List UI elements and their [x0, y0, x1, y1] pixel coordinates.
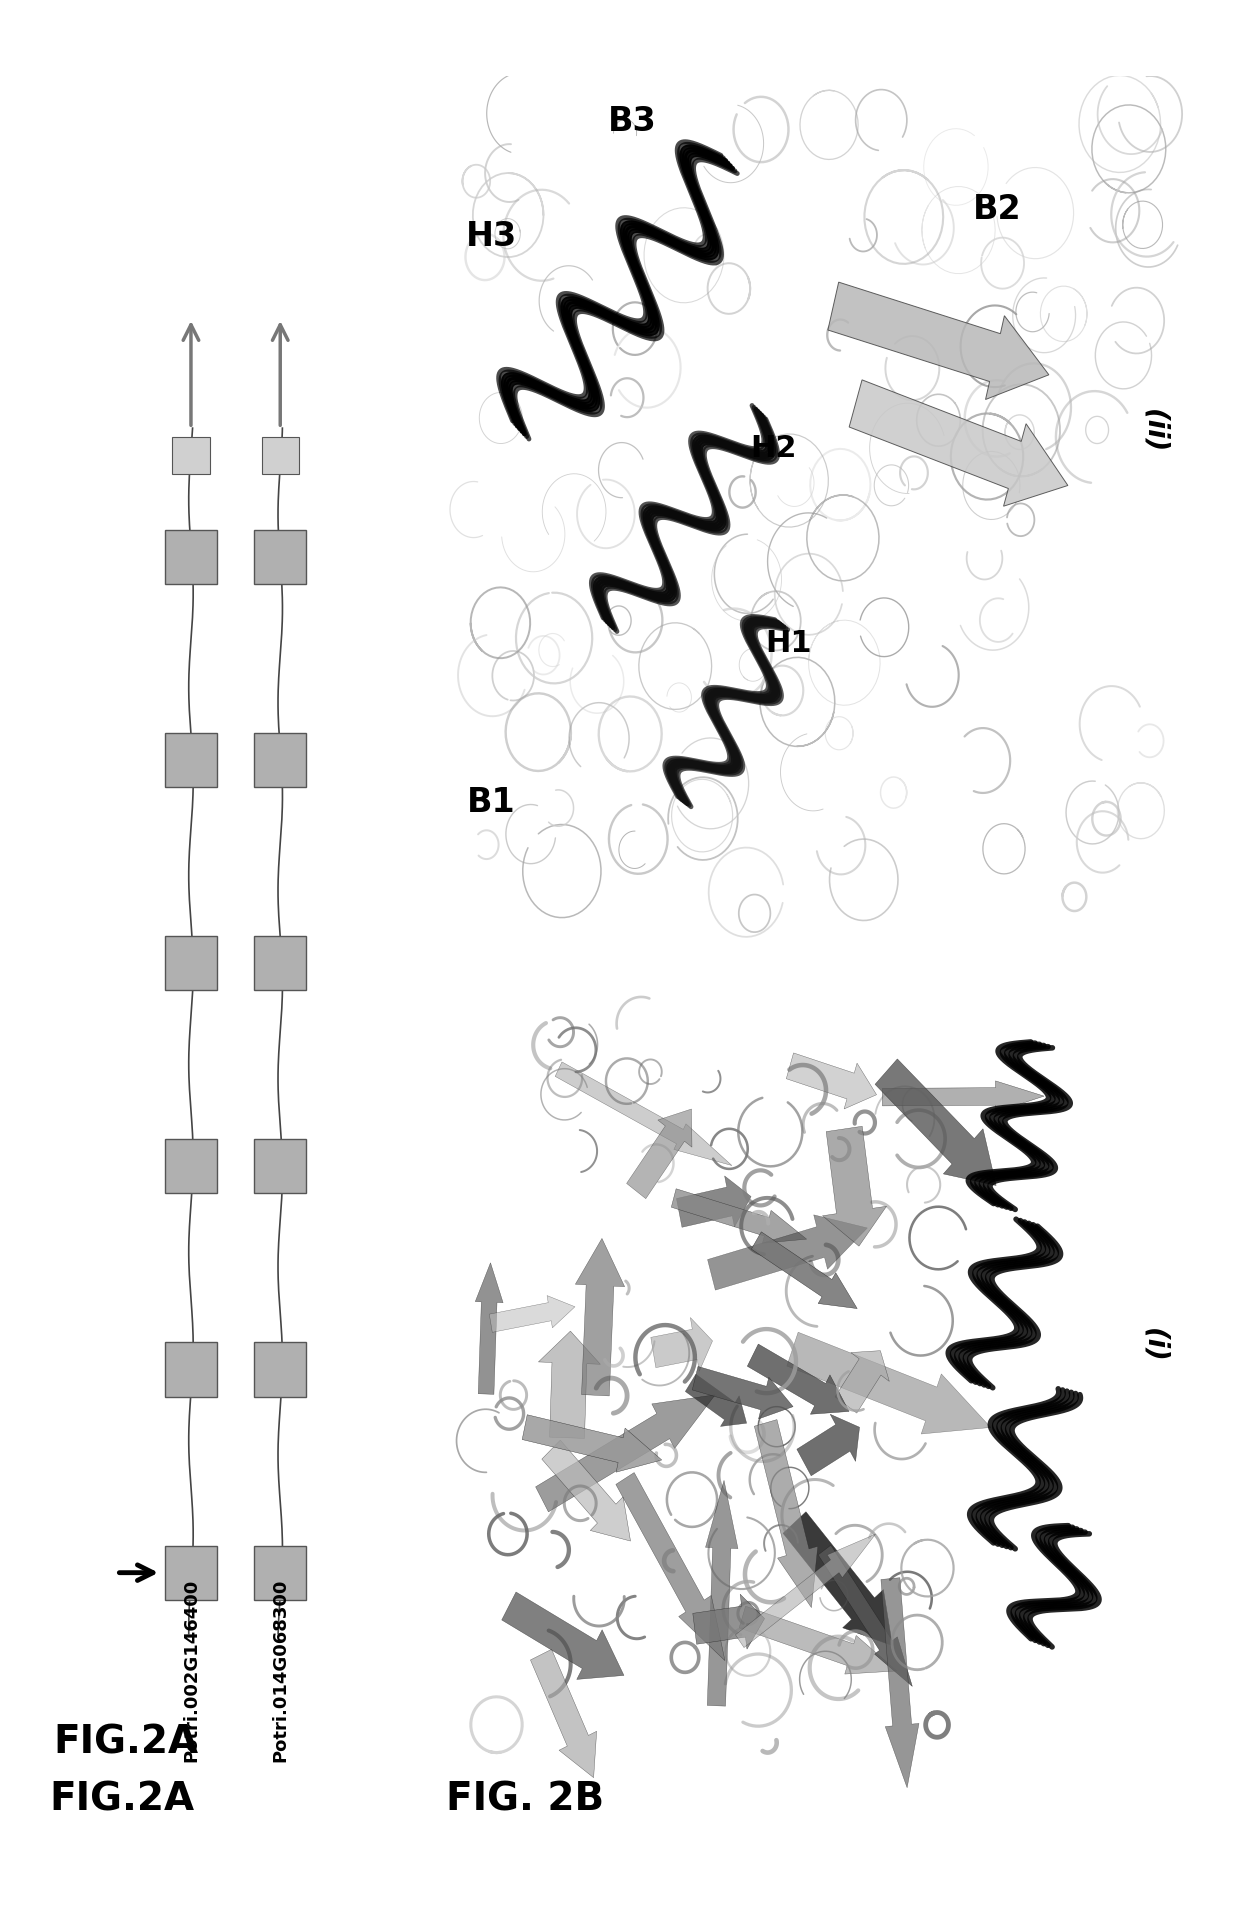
Polygon shape: [822, 1127, 887, 1246]
Polygon shape: [556, 1061, 732, 1165]
Bar: [165, 937, 217, 990]
Bar: [165, 531, 217, 585]
Text: Potri.014G068300: Potri.014G068300: [272, 1577, 289, 1761]
Bar: [165, 1342, 217, 1396]
Polygon shape: [542, 1440, 630, 1540]
Text: H2: H2: [750, 435, 797, 463]
Polygon shape: [616, 1473, 725, 1661]
Polygon shape: [575, 1238, 625, 1396]
Bar: [262, 437, 299, 475]
Polygon shape: [651, 1317, 713, 1371]
Polygon shape: [880, 1579, 919, 1788]
Bar: [165, 733, 217, 788]
Bar: [254, 1342, 306, 1396]
Text: (i): (i): [1140, 1327, 1168, 1361]
Polygon shape: [754, 1419, 818, 1608]
Polygon shape: [748, 1344, 849, 1415]
Text: Potri.002G146400: Potri.002G146400: [182, 1577, 200, 1761]
Polygon shape: [692, 1367, 794, 1419]
Polygon shape: [522, 1415, 662, 1473]
Text: B1: B1: [466, 787, 516, 819]
Polygon shape: [828, 283, 1049, 400]
Bar: [254, 937, 306, 990]
Polygon shape: [883, 1081, 1044, 1111]
Text: FIG.2A: FIG.2A: [50, 1779, 195, 1817]
Polygon shape: [706, 1481, 738, 1706]
Polygon shape: [735, 1535, 875, 1648]
Polygon shape: [671, 1188, 807, 1244]
Bar: [254, 531, 306, 585]
Polygon shape: [531, 1650, 596, 1777]
Text: FIG. 2B: FIG. 2B: [446, 1779, 605, 1817]
Polygon shape: [708, 1215, 868, 1290]
Polygon shape: [538, 1331, 600, 1438]
Bar: [172, 437, 210, 475]
Polygon shape: [782, 1511, 893, 1646]
Polygon shape: [818, 1546, 913, 1686]
Polygon shape: [849, 381, 1068, 508]
Polygon shape: [536, 1394, 715, 1511]
Polygon shape: [475, 1263, 503, 1394]
Polygon shape: [739, 1606, 897, 1675]
Polygon shape: [686, 1375, 746, 1427]
Polygon shape: [751, 1233, 857, 1310]
Bar: [165, 1546, 217, 1600]
Text: H3: H3: [465, 219, 517, 252]
Bar: [254, 1546, 306, 1600]
Bar: [254, 1140, 306, 1194]
Polygon shape: [502, 1592, 624, 1679]
Text: B2: B2: [972, 192, 1022, 227]
Polygon shape: [677, 1177, 751, 1227]
Text: B3: B3: [608, 104, 657, 138]
Polygon shape: [626, 1110, 692, 1200]
Polygon shape: [693, 1594, 765, 1650]
Text: (ii): (ii): [1140, 410, 1168, 452]
Polygon shape: [786, 1054, 877, 1110]
Polygon shape: [787, 1333, 991, 1435]
Polygon shape: [490, 1296, 575, 1333]
Polygon shape: [797, 1415, 859, 1477]
Bar: [254, 733, 306, 788]
Bar: [165, 1140, 217, 1194]
Text: H1: H1: [765, 629, 812, 658]
Polygon shape: [835, 1352, 889, 1413]
Text: FIG.2A: FIG.2A: [53, 1723, 198, 1761]
Polygon shape: [875, 1060, 996, 1186]
